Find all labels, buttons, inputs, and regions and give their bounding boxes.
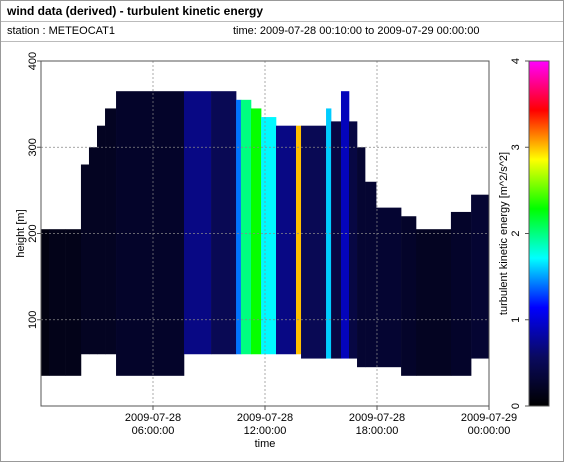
colorbar-tick-label: 2 — [510, 230, 522, 236]
x-axis-label: time — [255, 438, 276, 450]
header-bar: station : METEOCAT1 time: 2009-07-28 00:… — [1, 21, 563, 42]
heat-cell — [105, 108, 117, 355]
y-tick-label: 100 — [27, 311, 39, 329]
heat-cell — [365, 181, 377, 368]
heat-cell — [416, 229, 452, 376]
time-range: time: 2009-07-28 00:10:00 to 2009-07-29 … — [233, 25, 480, 37]
heat-cell — [251, 108, 262, 355]
heat-cell — [88, 147, 98, 355]
colorbar — [528, 60, 550, 407]
x-tick-label: 2009-07-28 12:00:00 — [236, 412, 294, 437]
heat-cell — [357, 147, 366, 368]
chart-title: wind data (derived) - turbulent kinetic … — [7, 4, 264, 18]
heat-cell — [276, 125, 297, 355]
heat-cell — [401, 216, 417, 376]
heat-cell — [340, 91, 350, 359]
heat-cell — [301, 125, 327, 359]
colorbar-tick-label: 4 — [510, 58, 522, 64]
heat-cell — [326, 108, 332, 359]
station: station : METEOCAT1 — [7, 25, 115, 37]
heat-cell — [80, 164, 90, 355]
colorbar-tick-label: 1 — [510, 317, 522, 323]
heat-cell — [450, 211, 472, 376]
heat-cell — [331, 121, 342, 359]
heat-cell — [211, 91, 237, 355]
y-tick-label: 300 — [27, 138, 39, 156]
heat-cell — [183, 91, 212, 355]
heat-cell — [236, 99, 242, 355]
heat-cell — [41, 229, 50, 376]
colorbar-tick-label: 3 — [510, 144, 522, 150]
heat-cell — [295, 125, 302, 355]
heat-cell — [49, 229, 66, 376]
y-tick-label: 200 — [27, 224, 39, 242]
colorbar-label: turbulent kinetic energy [m^2/s^2] — [498, 152, 510, 315]
x-tick-label: 2009-07-29 00:00:00 — [460, 412, 518, 437]
y-tick-label: 400 — [27, 52, 39, 70]
x-tick-label: 2009-07-28 18:00:00 — [348, 412, 406, 437]
heat-cell — [349, 121, 358, 359]
heat-cell — [97, 125, 106, 355]
heat-cell — [376, 207, 402, 368]
colorbar-tick-label: 0 — [510, 403, 522, 409]
y-axis-label: height [m] — [15, 209, 27, 257]
heat-cell — [471, 194, 490, 359]
heat-cell — [65, 229, 82, 376]
heat-cell — [261, 117, 277, 355]
x-tick-label: 2009-07-28 06:00:00 — [124, 412, 182, 437]
heat-cell — [240, 99, 252, 355]
